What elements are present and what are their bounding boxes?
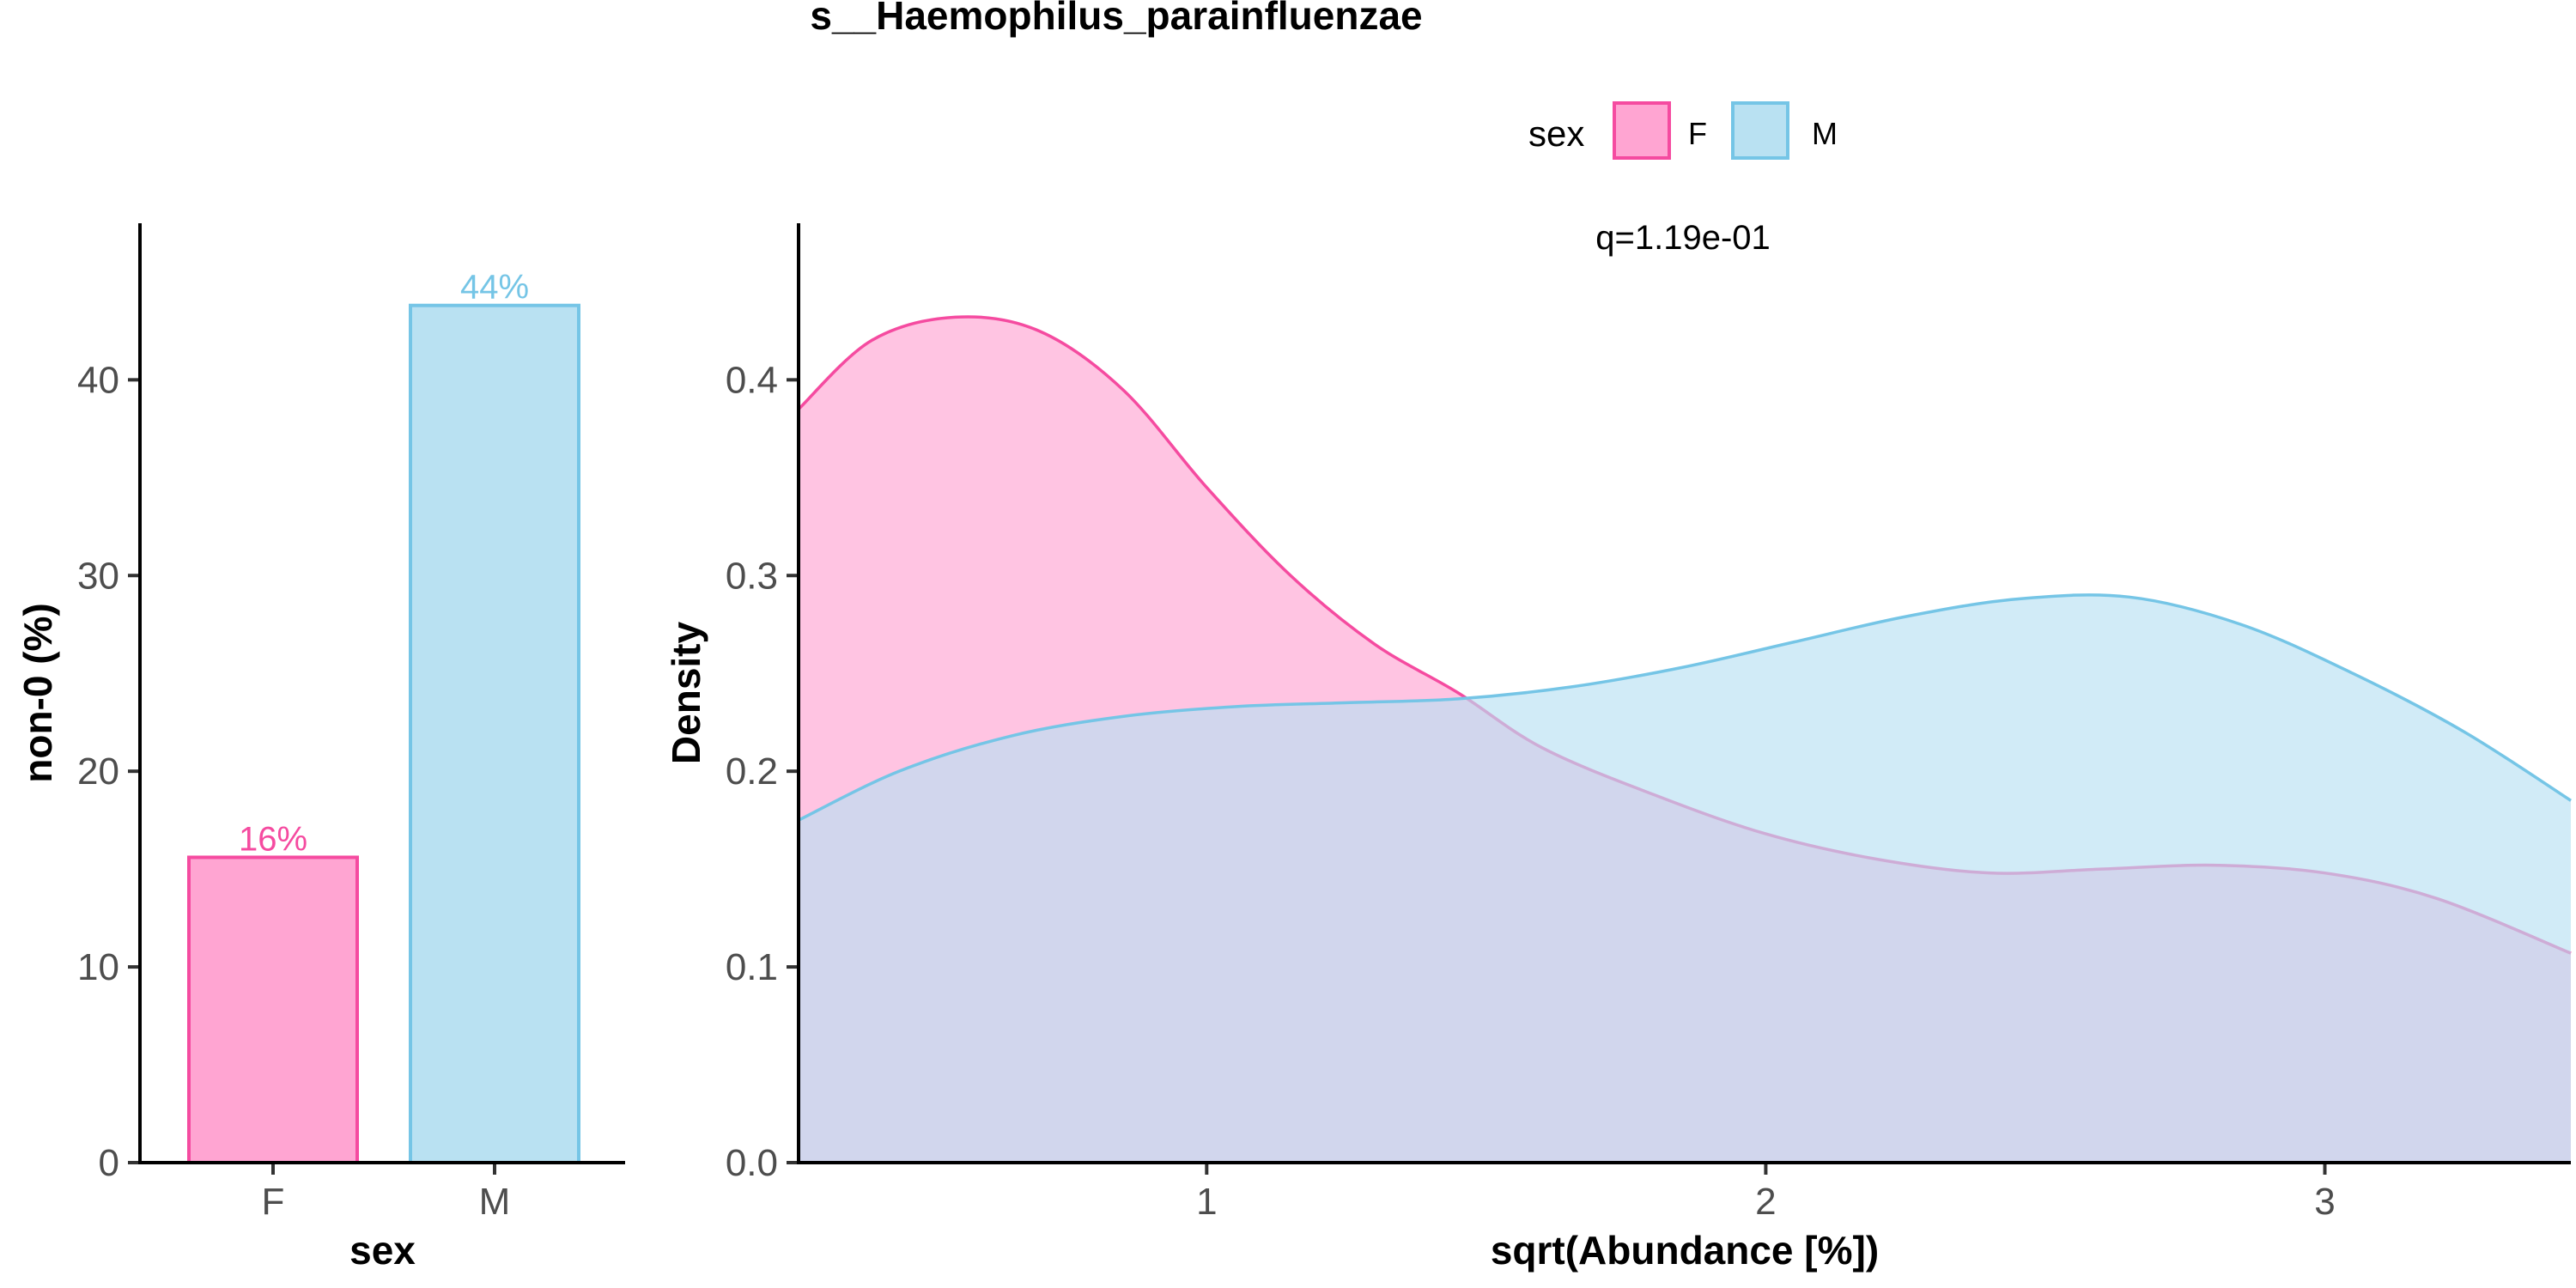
legend-label-M: M [1812,116,1838,151]
density-y-ticks: 0.0 0.1 0.2 0.3 0.4 [726,359,799,1184]
density-line-M [798,593,2572,822]
bar-y-tick-label: 30 [77,555,119,597]
bar-y-axis-title: non-0 (%) [15,603,60,783]
density-area-M [799,594,2571,1163]
bar-marks: 16% 44% [187,269,580,1165]
legend-key-F [1613,101,1671,160]
density-x-ticks: 1 2 3 [1196,1163,2336,1223]
bar-y-ticks: 0 10 20 30 40 [77,359,140,1184]
bar-y-tick-label: 0 [99,1142,119,1184]
density-x-axis-title: sqrt(Abundance [%]) [1491,1228,1879,1273]
legend: sex F M [1528,101,1838,160]
legend-label-F: F [1688,116,1707,151]
density-y-tick-label: 0.1 [726,946,778,988]
bar-y-tick-label: 40 [77,359,119,401]
density-y-tick-label: 0.3 [726,555,778,597]
legend-key-M [1731,101,1789,160]
bar-F [187,855,359,1164]
legend-title: sex [1528,113,1584,154]
bar-x-tick-label: M [479,1181,511,1223]
q-value-annotation: q=1.19e-01 [1595,219,1771,257]
bar-data-label-M: 44% [460,269,529,307]
bar-y-tick-label: 20 [77,750,119,793]
density-y-tick-label: 0.0 [726,1142,778,1184]
density-x-tick-label: 2 [1755,1181,1776,1223]
bar-x-tick-label: F [262,1181,285,1223]
bar-data-label-F: 16% [239,820,307,858]
chart-title: s__Haemophilus_parainfluenzae [810,0,1422,38]
density-y-axis-title: Density [664,622,708,765]
density-y-tick-label: 0.4 [726,359,778,401]
density-areas [797,315,2572,1163]
bar-y-tick-label: 10 [77,946,119,988]
bar-x-axis-title: sex [349,1228,416,1273]
density-x-tick-label: 3 [2314,1181,2335,1223]
density-panel: 0.0 0.1 0.2 0.3 0.4 1 2 3 q=1.19e-01 sqrt(Abun… [664,219,2572,1273]
bar-M [409,303,580,1165]
density-x-tick-label: 1 [1196,1181,1217,1223]
density-y-tick-label: 0.2 [726,750,778,793]
